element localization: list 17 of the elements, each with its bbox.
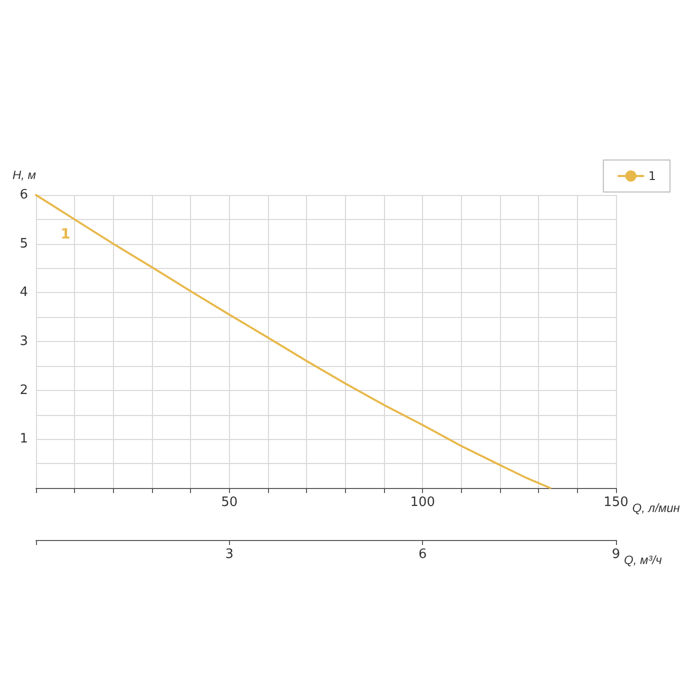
x-tick-label: 150 (604, 495, 628, 510)
legend-label: 1 (648, 169, 656, 183)
x-tick-label: 100 (410, 495, 436, 510)
y-tick-label: 4 (20, 285, 28, 300)
x2-tick-label: 6 (418, 547, 427, 562)
y-tick-label: 2 (20, 382, 28, 398)
y-tick-label: 1 (20, 432, 28, 447)
text: 1 (60, 226, 70, 242)
y-tick-label: 3 (20, 334, 28, 349)
x2-axis-title: Q, м³/ч (624, 553, 662, 567)
x2-tick-label: 3 (225, 547, 234, 562)
x-axis-title: Q, л/мин (632, 501, 680, 515)
y-tick-label: 5 (20, 236, 28, 252)
x-tick-label: 50 (221, 495, 238, 510)
y-axis-title: H, м (12, 168, 36, 182)
x2-tick-label: 9 (612, 547, 620, 562)
y-tick-label: 6 (20, 188, 28, 202)
